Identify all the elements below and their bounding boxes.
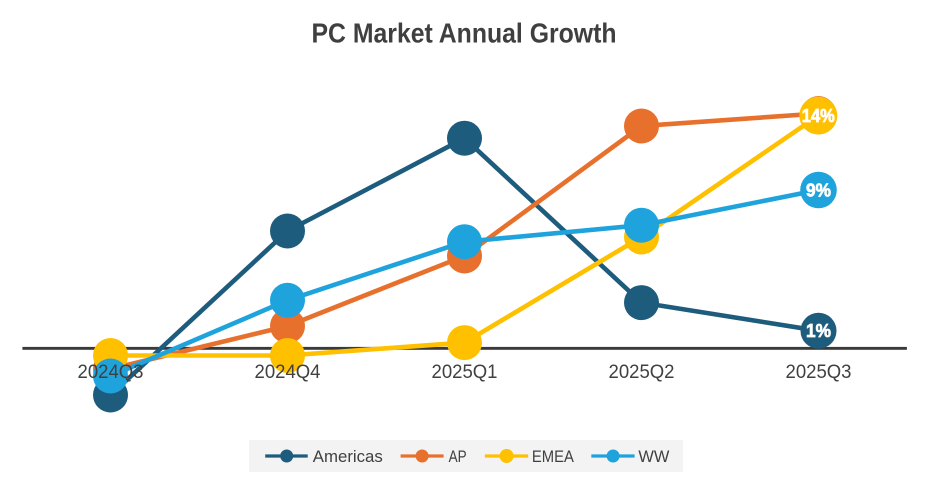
svg-text:PC Market Annual Growth: PC Market Annual Growth xyxy=(312,18,617,49)
svg-text:AP: AP xyxy=(449,448,467,466)
svg-text:Americas: Americas xyxy=(313,448,383,466)
svg-text:EMEA: EMEA xyxy=(532,448,574,466)
svg-text:2024Q3: 2024Q3 xyxy=(78,362,144,383)
svg-text:9%: 9% xyxy=(806,180,831,200)
svg-text:WW: WW xyxy=(638,448,669,466)
svg-text:2025Q3: 2025Q3 xyxy=(786,362,852,383)
svg-text:2024Q4: 2024Q4 xyxy=(255,362,321,383)
svg-text:2025Q1: 2025Q1 xyxy=(432,362,498,383)
svg-text:14%: 14% xyxy=(802,106,835,126)
svg-text:1%: 1% xyxy=(806,321,831,341)
svg-text:2025Q2: 2025Q2 xyxy=(609,362,675,383)
